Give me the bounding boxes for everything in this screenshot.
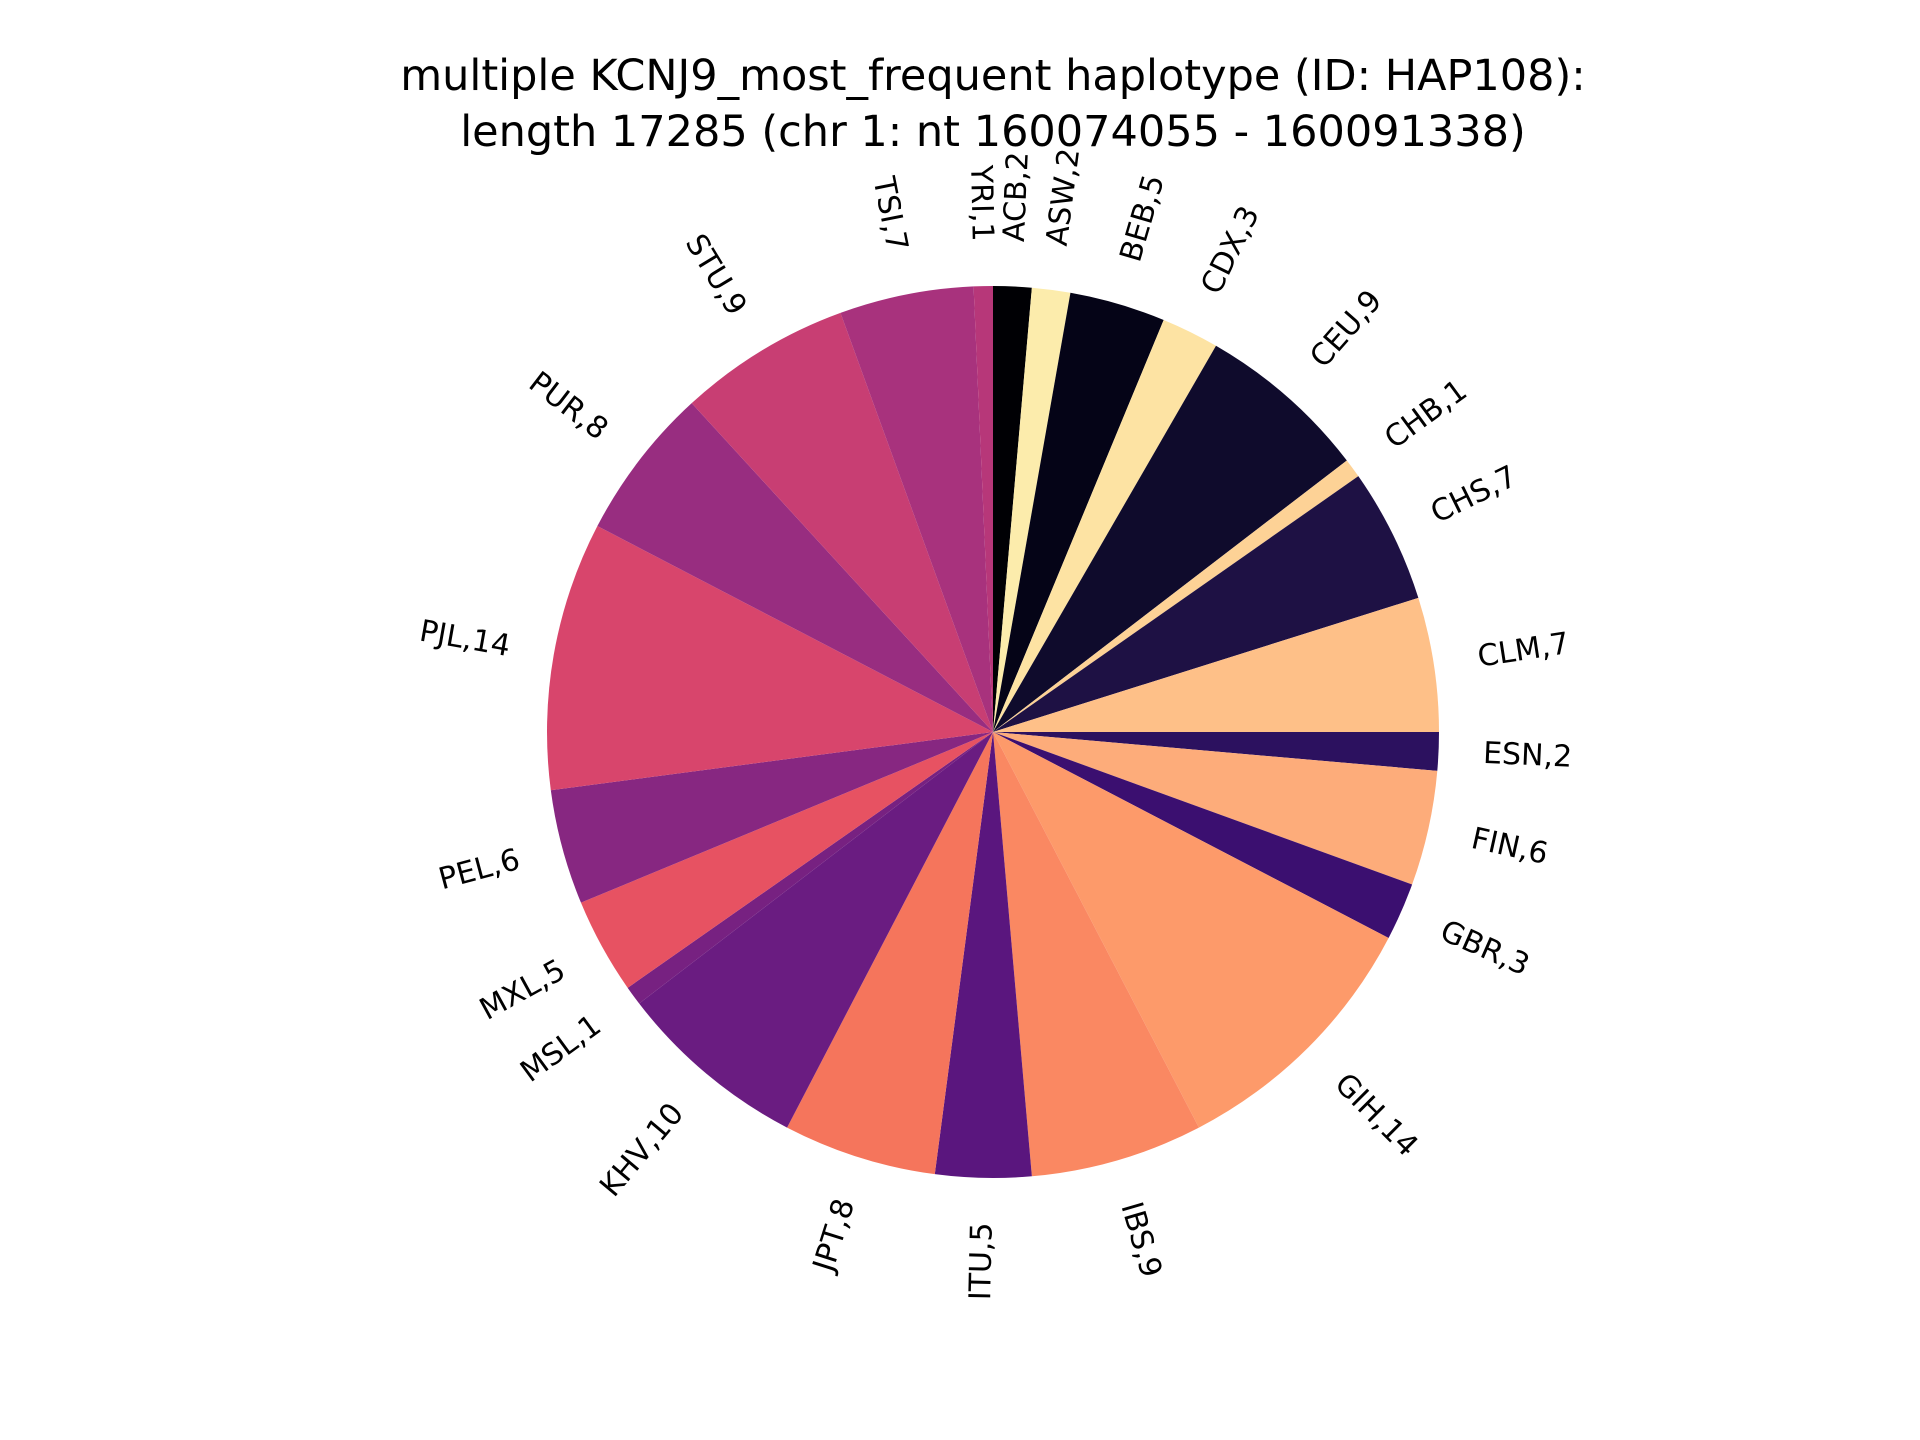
pie-slice-khv <box>639 732 993 1128</box>
pie-label-pur: PUR,8 <box>522 365 614 447</box>
pie-slice-yri <box>973 285 993 732</box>
pie-slice-chs <box>993 476 1419 732</box>
pie-slice-ceu <box>993 345 1347 732</box>
pie-label-gbr: GBR,3 <box>1435 914 1534 984</box>
pie-slice-pjl <box>547 526 993 791</box>
pie-label-khv: KHV,10 <box>593 1097 691 1204</box>
pie-slice-gbr <box>993 732 1413 938</box>
chart-title-line-1: multiple KCNJ9_most_frequent haplotype (… <box>400 51 1586 101</box>
pie-label-pjl: PJL,14 <box>417 614 513 664</box>
pie-label-gih: GIH,14 <box>1328 1067 1425 1164</box>
pie-label-esn: ESN,2 <box>1482 736 1573 775</box>
pie-label-ceu: CEU,9 <box>1303 284 1389 375</box>
pie-label-jpt: JPT,8 <box>806 1195 862 1278</box>
pie-slice-mxl <box>580 732 993 988</box>
pie-label-chb: CHB,1 <box>1378 373 1473 456</box>
pie-slice-fin <box>993 732 1438 885</box>
pie-label-mxl: MXL,5 <box>474 953 571 1028</box>
pie-slice-cdx <box>993 319 1216 732</box>
pie-label-fin: FIN,6 <box>1468 821 1551 872</box>
pie-slice-ibs <box>993 732 1199 1177</box>
pie-slice-esn <box>993 732 1439 771</box>
pie-slice-tsi <box>840 286 993 732</box>
pie-slices-group <box>547 285 1439 1178</box>
pie-label-asw: ASW,2 <box>1040 146 1087 248</box>
pie-label-beb: BEB,5 <box>1113 171 1171 266</box>
chart-title-line-2: length 17285 (chr 1: nt 160074055 - 1600… <box>460 107 1526 157</box>
pie-slice-jpt <box>787 732 993 1175</box>
pie-label-acb: ACB,2 <box>997 151 1036 243</box>
pie-slice-stu <box>691 312 993 732</box>
pie-slice-msl <box>627 732 993 1004</box>
pie-label-stu: STU,9 <box>678 228 754 321</box>
pie-slice-acb <box>993 286 1032 732</box>
pie-label-yri: YRI,1 <box>963 164 1000 242</box>
pie-slice-chb <box>993 460 1359 732</box>
pie-label-msl: MSL,1 <box>514 1008 607 1090</box>
pie-slice-asw <box>993 287 1071 732</box>
pie-slice-pur <box>597 403 993 732</box>
pie-slice-gih <box>993 732 1389 1128</box>
pie-label-pel: PEL,6 <box>435 842 524 897</box>
pie-label-tsi: TSI,7 <box>865 173 914 254</box>
pie-label-cdx: CDX,3 <box>1194 201 1267 300</box>
pie-slice-itu <box>934 732 1032 1178</box>
pie-slice-pel <box>550 732 993 903</box>
pie-slice-clm <box>993 597 1439 732</box>
pie-label-ibs: IBS,9 <box>1113 1198 1168 1281</box>
pie-slice-beb <box>993 292 1164 732</box>
pie-label-clm: CLM,7 <box>1475 626 1571 675</box>
pie-label-chs: CHS,7 <box>1425 459 1522 531</box>
pie-label-itu: ITU,5 <box>963 1222 1000 1301</box>
